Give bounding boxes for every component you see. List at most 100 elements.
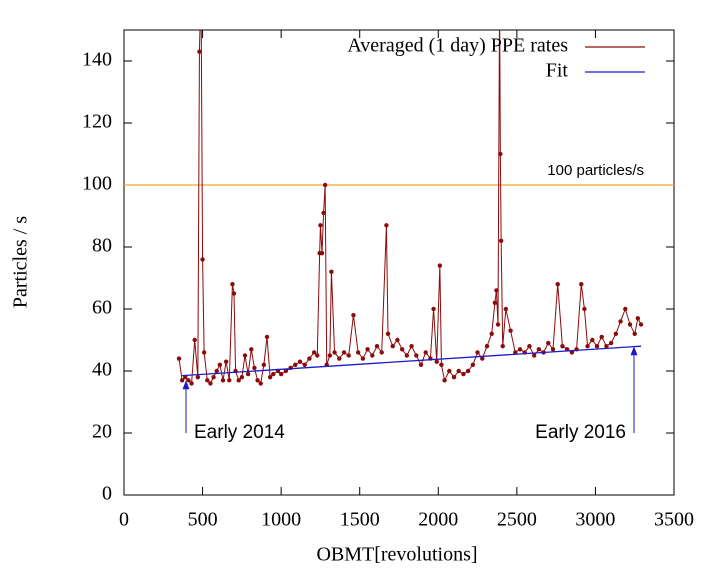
data-point xyxy=(179,378,185,383)
data-point xyxy=(489,331,494,336)
data-point xyxy=(560,344,565,349)
data-point xyxy=(623,306,628,312)
data-point xyxy=(231,291,237,296)
threshold-label: 100 particles/s xyxy=(547,162,644,179)
data-point xyxy=(261,362,267,367)
data-point xyxy=(315,353,320,358)
data-point xyxy=(409,344,414,349)
data-point xyxy=(423,350,428,355)
data-point xyxy=(618,319,623,324)
data-point xyxy=(341,350,347,355)
plot-frame xyxy=(123,29,675,496)
y-axis-label: Particles / s xyxy=(10,216,32,308)
data-point xyxy=(355,350,361,355)
data-point xyxy=(201,350,207,355)
data-point xyxy=(192,337,197,343)
data-point xyxy=(227,378,232,383)
data-point xyxy=(230,282,235,287)
y-tick-label: 140 xyxy=(82,49,112,71)
x-axis-label: OBMT[revolutions] xyxy=(316,544,477,566)
data-point xyxy=(498,151,503,157)
data-point xyxy=(214,368,219,374)
data-point xyxy=(513,350,518,355)
data-point xyxy=(579,282,584,287)
data-point xyxy=(599,334,604,340)
data-point xyxy=(399,347,405,352)
data-point xyxy=(447,368,452,374)
data-point xyxy=(555,282,560,287)
data-point xyxy=(461,371,466,377)
series-line xyxy=(182,345,642,377)
y-tick-label: 120 xyxy=(82,111,112,133)
data-point xyxy=(293,362,298,367)
data-point xyxy=(550,347,556,352)
data-point xyxy=(379,350,384,355)
legend-label: Fit xyxy=(546,60,569,82)
data-point xyxy=(217,362,223,367)
data-point xyxy=(638,322,644,327)
data-point xyxy=(220,378,226,383)
x-tick-label: 0 xyxy=(119,509,129,531)
data-point xyxy=(302,362,307,367)
data-point xyxy=(470,362,476,367)
data-point xyxy=(434,359,439,364)
data-point xyxy=(385,331,391,336)
x-tick-label: 2500 xyxy=(497,509,537,531)
data-point xyxy=(319,251,325,256)
data-point xyxy=(508,328,513,333)
data-point xyxy=(451,375,457,380)
data-point xyxy=(608,340,614,346)
data-point xyxy=(442,378,447,383)
data-point xyxy=(189,381,194,386)
data-point xyxy=(437,263,443,268)
x-tick-label: 500 xyxy=(188,509,218,531)
data-point xyxy=(255,378,260,383)
data-point xyxy=(604,344,609,349)
data-point xyxy=(635,316,641,321)
data-point xyxy=(517,347,523,352)
x-tick-label: 3500 xyxy=(654,509,694,531)
data-point xyxy=(439,362,444,367)
data-point xyxy=(492,300,498,305)
data-point xyxy=(475,350,480,355)
data-point xyxy=(205,378,210,383)
y-tick-label: 20 xyxy=(92,421,112,443)
data-point xyxy=(418,362,424,367)
data-point xyxy=(527,344,532,349)
data-point xyxy=(503,306,509,312)
data-point xyxy=(495,322,501,327)
data-point xyxy=(327,353,333,358)
data-point xyxy=(208,381,213,386)
y-tick-label: 80 xyxy=(92,235,112,257)
data-point xyxy=(582,306,587,312)
data-point xyxy=(546,340,551,346)
data-point xyxy=(536,347,542,352)
x-tick-label: 2000 xyxy=(418,509,458,531)
annotation-label: Early 2014 xyxy=(194,422,285,443)
data-point xyxy=(613,331,619,336)
data-point xyxy=(494,288,499,293)
x-tick-label: 1500 xyxy=(340,509,380,531)
data-point xyxy=(267,375,273,380)
data-point xyxy=(594,344,600,349)
data-point xyxy=(318,223,323,228)
data-point xyxy=(264,334,270,340)
data-point xyxy=(632,331,637,336)
data-point xyxy=(239,375,245,380)
data-point xyxy=(480,356,485,361)
data-point xyxy=(465,368,471,374)
data-point xyxy=(249,347,254,352)
data-point xyxy=(531,353,537,358)
data-point xyxy=(236,378,241,383)
data-point xyxy=(351,313,356,318)
data-point xyxy=(176,356,182,361)
data-point xyxy=(197,49,202,54)
data-point xyxy=(252,365,257,371)
data-point xyxy=(360,356,366,361)
annotation-arrowhead xyxy=(630,346,638,356)
y-tick-label: 100 xyxy=(82,173,112,195)
data-point xyxy=(283,368,289,374)
data-point xyxy=(311,350,317,355)
y-tick-label: 0 xyxy=(102,483,112,505)
